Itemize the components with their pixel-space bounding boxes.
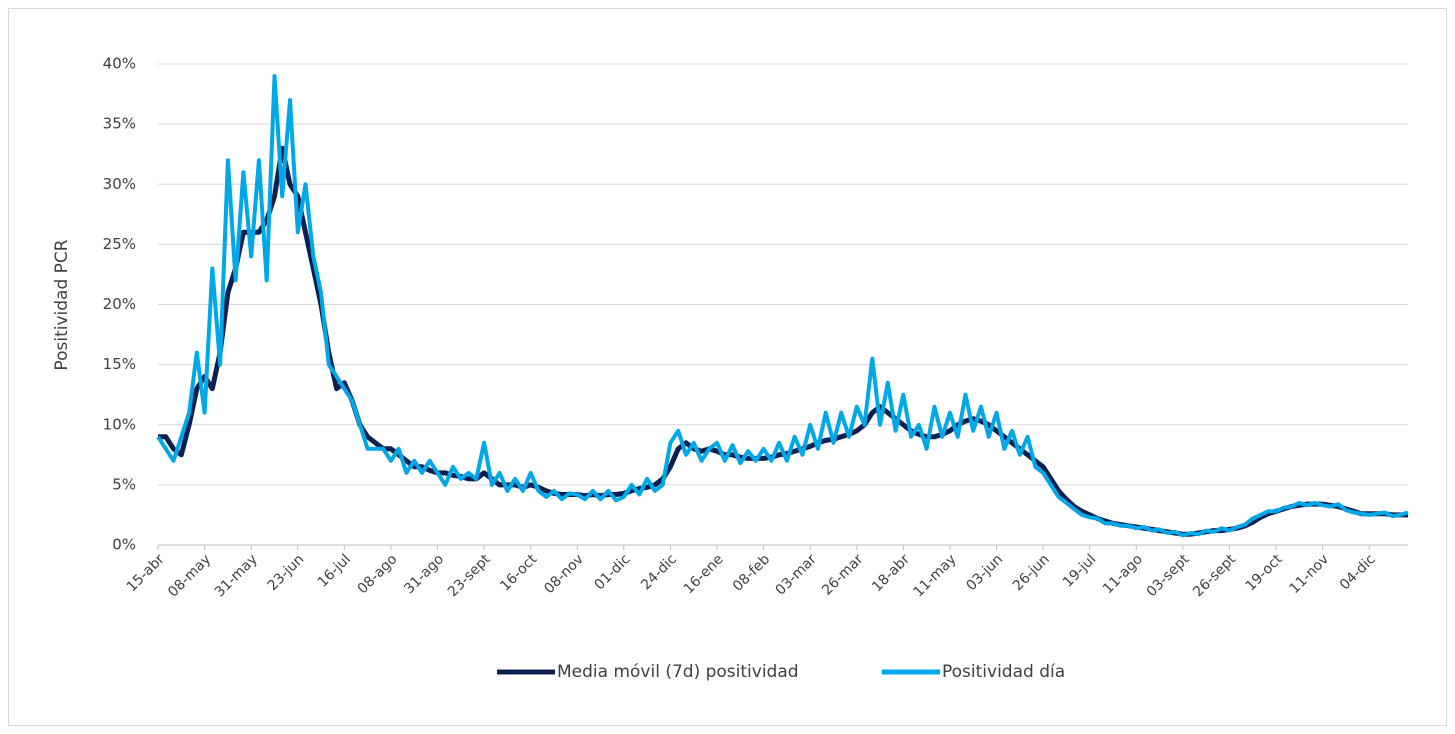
y-tick-label: 30% — [103, 175, 136, 193]
y-tick-label: 0% — [112, 536, 136, 554]
legend-label: Media móvil (7d) positividad — [557, 662, 799, 682]
y-tick-label: 25% — [103, 235, 136, 253]
y-tick-label: 15% — [103, 355, 136, 373]
chart-border — [8, 8, 1447, 726]
series-line — [156, 74, 1409, 538]
y-tick-label: 10% — [103, 415, 136, 433]
y-tick-label: 20% — [103, 295, 136, 313]
y-axis-label: Positividad PCR — [52, 239, 72, 370]
legend-label: Positividad día — [942, 662, 1065, 682]
y-tick-label: 40% — [103, 55, 136, 73]
y-tick-label: 5% — [112, 475, 136, 493]
y-tick-label: 35% — [103, 115, 136, 133]
